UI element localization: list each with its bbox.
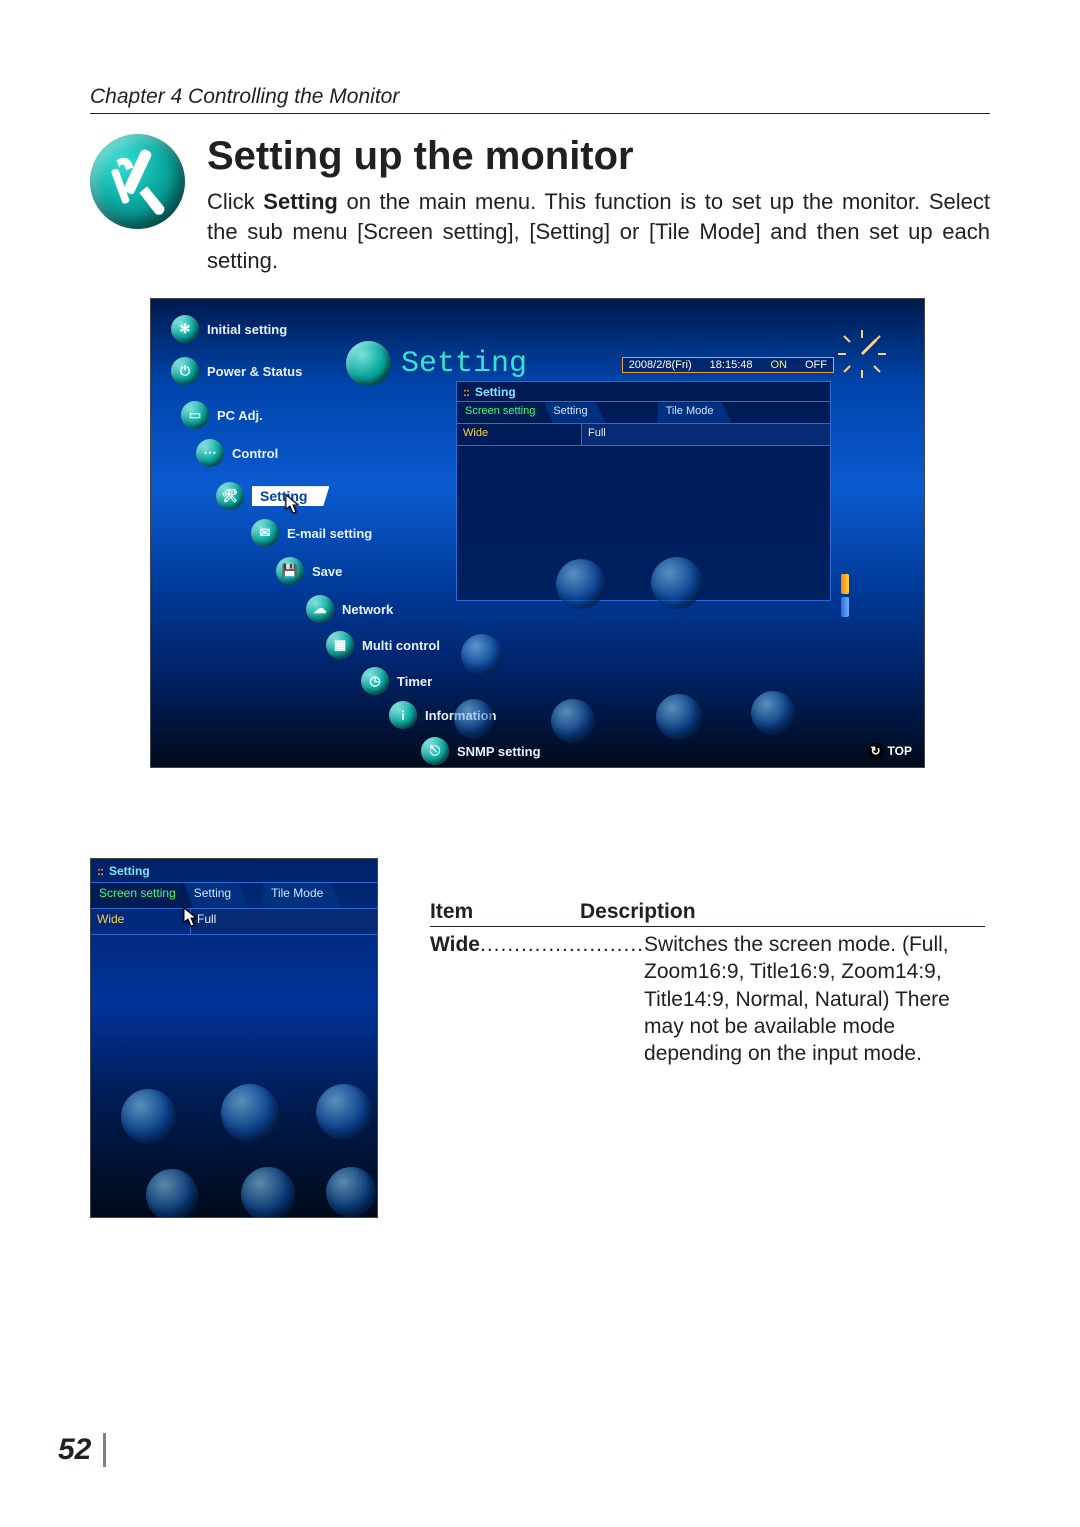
decorative-bubble (316, 1084, 372, 1140)
decorative-bubble (241, 1167, 295, 1218)
desc-cell: Switches the screen mode. (Full, Zoom16:… (644, 931, 985, 1067)
panel-header: :: Setting (457, 382, 830, 402)
status-time: 18:15:48 (710, 359, 753, 371)
decorative-bubble (326, 1167, 376, 1217)
setting-row: Wide Full (91, 909, 377, 935)
panel-header: :: Setting (91, 859, 377, 883)
screen-title: Setting (346, 341, 527, 386)
menu-snmp-setting[interactable]: ⎋SNMP setting (421, 737, 541, 765)
menu-control[interactable]: ⋯Control (196, 439, 278, 467)
info-icon: i (389, 701, 417, 729)
tab-screen-setting[interactable]: Screen setting (91, 883, 194, 908)
decorative-bubble (454, 699, 494, 739)
page-number: 52 (58, 1433, 106, 1467)
item-name: Wide (430, 933, 480, 956)
heading-row: Setting up the monitor Click Setting on … (90, 134, 990, 276)
panel-header-icon: :: (463, 385, 469, 399)
panel-tabs: Screen setting Setting Tile Mode (91, 883, 377, 909)
menu-save[interactable]: 💾Save (276, 557, 342, 585)
tab-tile-mode[interactable]: Tile Mode (263, 883, 341, 908)
decorative-bubble (221, 1084, 279, 1142)
back-to-top-link[interactable]: ↻ TOP (868, 743, 912, 759)
decorative-accent (841, 597, 849, 617)
table-row: Wide........................ Switches th… (430, 927, 985, 1067)
heading-text: Setting up the monitor Click Setting on … (207, 134, 990, 276)
decorative-bubble (146, 1169, 198, 1218)
tab-tile-mode[interactable]: Tile Mode (658, 402, 732, 423)
sliders-icon: ⋯ (196, 439, 224, 467)
col-item: Item (430, 900, 580, 924)
tab-setting[interactable]: Setting (545, 402, 605, 423)
tab-setting[interactable]: Setting (186, 883, 249, 908)
page: Chapter 4 Controlling the Monitor Settin… (0, 0, 1080, 1527)
page-description: Click Setting on the main menu. This fun… (207, 187, 990, 276)
save-icon: 💾 (276, 557, 304, 585)
cursor-icon (285, 494, 301, 514)
decorative-bubble (461, 634, 503, 676)
leader-dots: ........................ (480, 933, 644, 956)
panel-header-icon: :: (97, 864, 103, 878)
menu-timer[interactable]: ◷Timer (361, 667, 432, 695)
menu-pc-adj[interactable]: ▭PC Adj. (181, 401, 263, 429)
item-cell: Wide........................ (430, 931, 644, 1067)
status-date: 2008/2/8(Fri) (629, 359, 692, 371)
setting-panel: :: Setting Screen setting Setting Tile M… (456, 381, 831, 601)
desc-bold: Setting (263, 189, 338, 214)
monitor-icon: ▭ (181, 401, 209, 429)
decorative-accent (841, 574, 849, 594)
table-header: Item Description (430, 900, 985, 927)
decorative-bubble (556, 559, 606, 609)
decorative-bubble (651, 557, 703, 609)
screenshot-detail: :: Setting Screen setting Setting Tile M… (90, 858, 378, 1218)
chapter-heading: Chapter 4 Controlling the Monitor (90, 85, 990, 114)
clock-icon: ◷ (361, 667, 389, 695)
mail-icon: ✉ (251, 519, 279, 547)
menu-power-status[interactable]: ⏻Power & Status (171, 357, 302, 385)
panel-header-text: Setting (109, 864, 150, 878)
decorative-bubble (551, 699, 595, 743)
setting-key: Wide (91, 909, 191, 934)
menu-network[interactable]: ☁Network (306, 595, 393, 623)
power-icon: ⏻ (171, 357, 199, 385)
description-table: Item Description Wide...................… (430, 900, 985, 1067)
screen-title-text: Setting (401, 347, 527, 381)
setting-value[interactable]: Full (582, 424, 830, 445)
grid-icon: ▦ (326, 631, 354, 659)
desc-part: Click (207, 189, 263, 214)
tab-screen-setting[interactable]: Screen setting (457, 402, 553, 423)
menu-multi-control[interactable]: ▦Multi control (326, 631, 440, 659)
back-to-top-text: TOP (888, 744, 912, 758)
status-on: ON (771, 359, 788, 371)
decorative-bubble (656, 694, 702, 740)
decorative-dot-dial-icon (832, 324, 892, 384)
cursor-icon (183, 907, 199, 927)
refresh-icon: ↻ (868, 743, 884, 759)
menu-setting[interactable]: 🛠Setting (216, 482, 329, 510)
status-bar: 2008/2/8(Fri) 18:15:48 ON OFF (622, 357, 834, 373)
menu-email-setting[interactable]: ✉E-mail setting (251, 519, 372, 547)
status-off: OFF (805, 359, 827, 371)
decorative-bubble (751, 691, 795, 735)
menu-initial-setting[interactable]: ✻Initial setting (171, 315, 287, 343)
col-description: Description (580, 900, 696, 924)
setting-row: Wide Full (457, 424, 830, 446)
network-icon: ☁ (306, 595, 334, 623)
gear-icon: ✻ (171, 315, 199, 343)
panel-tabs: Screen setting Setting Tile Mode (457, 402, 830, 424)
setting-icon (346, 341, 391, 386)
panel-header-text: Setting (475, 385, 516, 399)
setting-value[interactable]: Full (191, 909, 377, 934)
wrench-icon: 🛠 (216, 482, 244, 510)
setting-key: Wide (457, 424, 582, 445)
snmp-icon: ⎋ (421, 737, 449, 765)
wrench-screwdriver-icon (90, 134, 185, 229)
decorative-bubble (121, 1089, 176, 1144)
screenshot-main: Setting 2008/2/8(Fri) 18:15:48 ON OFF ✻I… (150, 298, 925, 768)
page-title: Setting up the monitor (207, 134, 990, 179)
